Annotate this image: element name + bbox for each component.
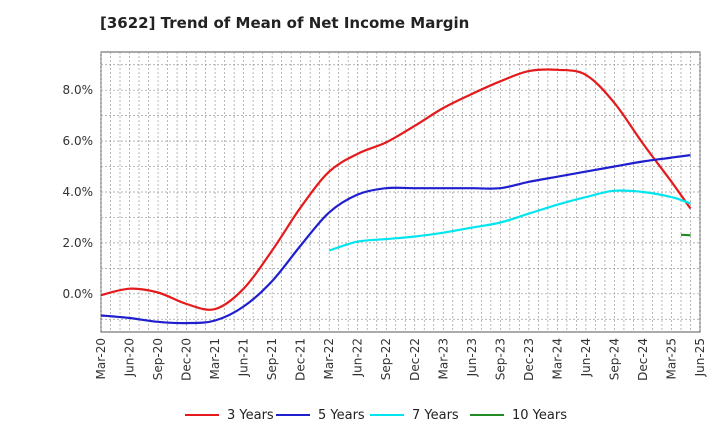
- legend-label: 7 Years: [412, 407, 459, 423]
- legend: 3 Years 5 Years 7 Years 10 Years: [0, 404, 720, 426]
- x-tick-label: Jun-20: [123, 338, 137, 377]
- series-line-5-years: [100, 154, 691, 325]
- legend-label: 10 Years: [512, 407, 567, 423]
- legend-swatch: [370, 414, 404, 416]
- legend-swatch: [470, 414, 504, 416]
- x-tick-label: Mar-22: [322, 338, 336, 379]
- chart-title: [3622] Trend of Mean of Net Income Margi…: [100, 14, 470, 32]
- legend-item: 7 Years: [370, 404, 459, 426]
- x-tick-label: Dec-22: [408, 338, 422, 381]
- x-tick-label: Jun-25: [693, 338, 707, 377]
- x-tick-label: Jun-22: [351, 338, 365, 377]
- x-tick-label: Sep-21: [265, 338, 279, 380]
- legend-item: 10 Years: [470, 404, 567, 426]
- series-line-3-years: [100, 68, 692, 311]
- x-tick-label: Dec-21: [294, 338, 308, 381]
- x-tick-label: Sep-24: [607, 338, 621, 380]
- x-tick-label: Jun-24: [579, 338, 593, 377]
- y-tick-label: 6.0%: [63, 134, 94, 148]
- legend-swatch: [185, 414, 219, 416]
- x-tick-label: Mar-21: [208, 338, 222, 379]
- x-tick-label: Dec-24: [636, 338, 650, 381]
- x-tick-label: Mar-20: [94, 338, 108, 379]
- x-tick-label: Jun-23: [465, 338, 479, 377]
- y-tick-label: 8.0%: [63, 83, 94, 97]
- line-chart: 0.0% 2.0% 4.0% 6.0% 8.0% Mar-20 Jun-20 Sep-20 De…: [63, 51, 707, 381]
- y-tick-label: 4.0%: [63, 185, 94, 199]
- x-tick-label: Sep-20: [151, 338, 165, 380]
- x-tick-label: Mar-23: [436, 338, 450, 379]
- y-tick-label: 0.0%: [63, 287, 94, 301]
- x-tick-label: Mar-25: [664, 338, 678, 379]
- series-line-7-years: [328, 189, 691, 252]
- legend-item: 3 Years: [185, 404, 274, 426]
- legend-item: 5 Years: [276, 404, 365, 426]
- x-tick-label: Sep-22: [379, 338, 393, 380]
- x-tick-label: Dec-23: [522, 338, 536, 381]
- legend-label: 5 Years: [318, 407, 365, 423]
- x-tick-label: Mar-24: [550, 338, 564, 379]
- y-tick-label: 2.0%: [63, 236, 94, 250]
- legend-swatch: [276, 414, 310, 416]
- series-line-10-years: [680, 233, 691, 237]
- x-tick-label: Dec-20: [180, 338, 194, 381]
- x-tick-label: Sep-23: [493, 338, 507, 380]
- x-tick-label: Jun-21: [237, 338, 251, 377]
- legend-label: 3 Years: [227, 407, 274, 423]
